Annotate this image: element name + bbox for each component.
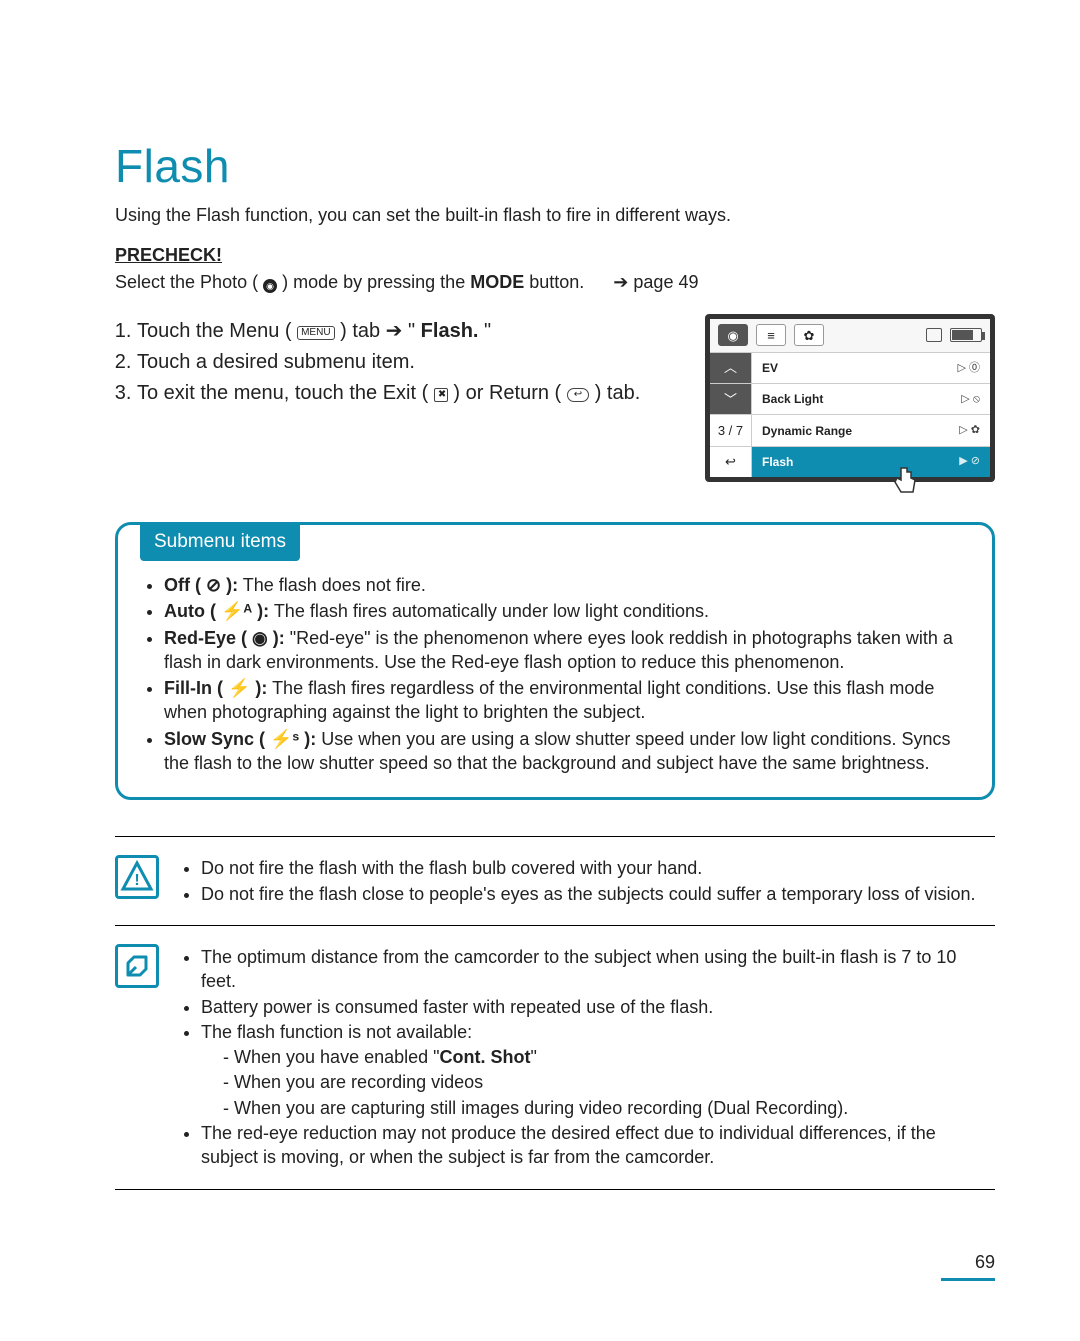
submenu-heading: Submenu items [140,523,300,561]
step1-bold: Flash. [421,320,479,342]
lcd-row-right: ▷ ⓪ [957,361,980,376]
lcd-sidebar: ︿ ﹀ 3 / 7 ↩ [710,353,752,477]
step1-a: Touch the Menu ( [137,320,292,342]
camera-icon: ◉ [263,279,277,293]
submenu-bold: Auto ( ⚡ᴬ ): [164,601,269,621]
submenu-item-fill-in: Fill-In ( ⚡ ): The flash fires regardles… [164,676,968,725]
page-number-bar [941,1278,995,1281]
lcd-topbar: ◉ ≡ ✿ [710,319,990,353]
submenu-item-slow-sync: Slow Sync ( ⚡ˢ ): Use when you are using… [164,727,968,776]
separator [115,925,995,926]
lcd-list: EV ▷ ⓪ Back Light ▷ ⦸ Dynamic Range ▷ ✿ … [752,353,990,477]
lcd-down-button[interactable]: ﹀ [710,384,751,415]
lcd-row-backlight[interactable]: Back Light ▷ ⦸ [752,384,990,415]
note-icon [115,944,159,988]
submenu-bold: Red-Eye ( ◉ ): [164,628,285,648]
arrow-icon: ➔ [613,272,628,292]
lcd-row-dynamic-range[interactable]: Dynamic Range ▷ ✿ [752,415,990,446]
step-2: Touch a desired submenu item. [137,349,677,376]
lcd-tab-menu[interactable]: ≡ [756,324,786,346]
submenu-item-red-eye: Red-Eye ( ◉ ): "Red-eye" is the phenomen… [164,626,968,675]
submenu-text: The flash does not fire. [238,575,426,595]
submenu-list: Off ( ⊘ ): The flash does not fire. Auto… [142,573,968,775]
step1-c: " [484,320,491,342]
menu-chip-icon: MENU [297,326,334,340]
separator [115,836,995,837]
submenu-item-auto: Auto ( ⚡ᴬ ): The flash fires automatical… [164,599,968,623]
intro-text: Using the Flash function, you can set th… [115,203,995,227]
lcd-page-indicator: 3 / 7 [710,415,751,446]
precheck-label: PRECHECK! [115,243,995,267]
info-item: The flash function is not available: Whe… [201,1020,995,1120]
submenu-item-off: Off ( ⊘ ): The flash does not fire. [164,573,968,597]
lcd-row-flash[interactable]: Flash ▶ ⊘ [752,447,990,477]
step-1: Touch the Menu ( MENU ) tab ➔ " Flash. " [137,318,677,345]
page-number: 69 [115,1250,995,1281]
warning-item: Do not fire the flash close to people's … [201,882,995,906]
precheck-suffix: button. [529,272,584,292]
warning-row: ! Do not fire the flash with the flash b… [115,855,995,907]
info-subitem: When you have enabled "Cont. Shot" [223,1045,995,1069]
info-i3-head: The flash function is not available: [201,1022,472,1042]
battery-icon [950,328,982,342]
lcd-tab-camera[interactable]: ◉ [718,324,748,346]
steps-list: Touch the Menu ( MENU ) tab ➔ " Flash. "… [115,314,677,482]
page-number-text: 69 [975,1252,995,1272]
warning-item: Do not fire the flash with the flash bul… [201,856,995,880]
page-ref: ➔ page 49 [613,272,698,292]
lcd-row-label: Back Light [762,391,823,407]
submenu-bold: Off ( ⊘ ): [164,575,238,595]
lcd-mockup: ◉ ≡ ✿ ︿ ﹀ 3 / 7 ↩ EV ▷ ⓪ [705,314,995,482]
card-icon [926,328,942,342]
info-sub-pre: When you have enabled " [234,1047,440,1067]
return-icon: ↩ [567,388,589,402]
step3-a: To exit the menu, touch the Exit ( [137,382,428,404]
lcd-row-label: Flash [762,454,793,470]
warning-icon: ! [115,855,159,899]
info-item: Battery power is consumed faster with re… [201,995,995,1019]
precheck-text: Select the Photo ( ◉ ) mode by pressing … [115,270,995,294]
step-3: To exit the menu, touch the Exit ( ✖ ) o… [137,380,677,407]
page-ref-text: page 49 [633,272,698,292]
lcd-row-right: ▶ ⊘ [959,454,980,469]
submenu-text: The flash fires regardless of the enviro… [164,678,934,722]
info-sub-bold: Cont. Shot [440,1047,531,1067]
lcd-back-button[interactable]: ↩ [710,447,751,477]
step1-b: ) tab ➔ " [340,320,415,342]
lcd-row-label: EV [762,360,778,376]
info-item: The optimum distance from the camcorder … [201,945,995,994]
lcd-row-right: ▷ ✿ [959,423,980,438]
info-sub-post: " [531,1047,537,1067]
lcd-row-label: Dynamic Range [762,423,852,439]
lcd-row-right: ▷ ⦸ [961,392,980,407]
precheck-mid: ) mode by pressing the [282,272,470,292]
mode-word: MODE [470,272,524,292]
svg-text:!: ! [134,872,139,889]
page-title: Flash [115,135,995,197]
submenu-text: The flash fires automatically under low … [269,601,709,621]
lcd-row-ev[interactable]: EV ▷ ⓪ [752,353,990,384]
submenu-box: Submenu items Off ( ⊘ ): The flash does … [115,522,995,800]
lcd-up-button[interactable]: ︿ [710,353,751,384]
submenu-bold: Fill-In ( ⚡ ): [164,678,267,698]
precheck-prefix: Select the Photo ( [115,272,263,292]
info-item: The red-eye reduction may not produce th… [201,1121,995,1170]
separator [115,1189,995,1190]
info-row: The optimum distance from the camcorder … [115,944,995,1171]
info-subitem: When you are capturing still images duri… [223,1096,995,1120]
step3-c: ) tab. [595,382,641,404]
lcd-tab-settings[interactable]: ✿ [794,324,824,346]
step3-b: ) or Return ( [453,382,561,404]
info-subitem: When you are recording videos [223,1070,995,1094]
exit-icon: ✖ [434,388,448,402]
submenu-bold: Slow Sync ( ⚡ˢ ): [164,729,316,749]
